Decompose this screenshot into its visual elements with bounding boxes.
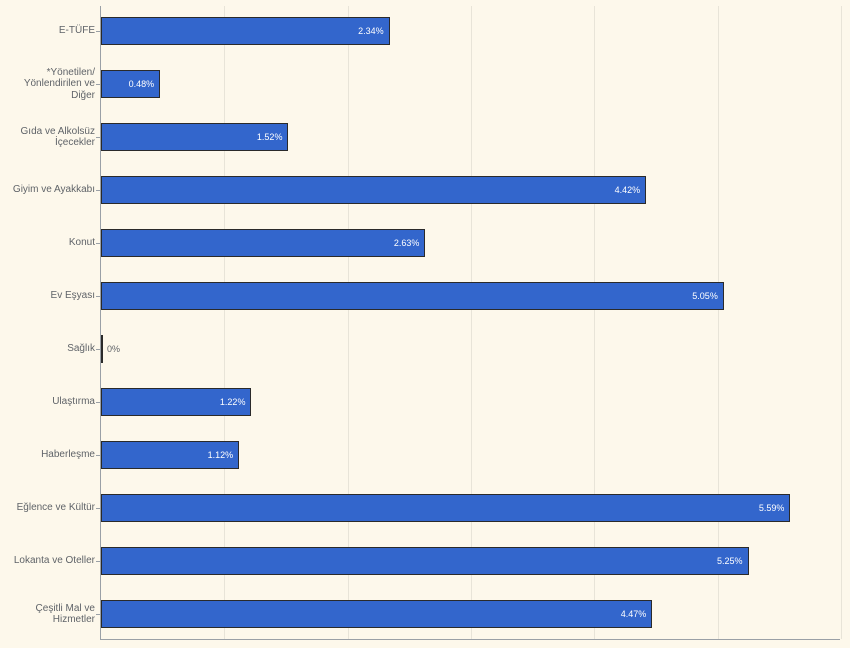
bar-row: Çeşitli Mal ve Hizmetler4.47% [101, 600, 652, 628]
y-tick [96, 137, 101, 138]
y-tick [96, 614, 101, 615]
plot-area: E-TÜFE2.34% *Yönetilen/ Yönlendirilen ve … [100, 6, 840, 640]
bar-row: Lokanta ve Oteller5.25% [101, 547, 749, 575]
value-label: 0% [103, 344, 120, 354]
bar-chart: E-TÜFE2.34%*Yönetilen/ Yönlendirilen ve … [0, 0, 850, 648]
gridline [348, 6, 349, 639]
bar: 0.48% [101, 70, 160, 98]
bar: 2.34% [101, 17, 390, 45]
value-label: 5.25% [717, 556, 748, 566]
bar: 5.59% [101, 494, 790, 522]
y-tick [96, 243, 101, 244]
gridline [471, 6, 472, 639]
category-label: Gıda ve Alkolsüz İçecekler [3, 126, 95, 149]
bar: 1.52% [101, 123, 288, 151]
y-tick [96, 508, 101, 509]
value-label: 2.63% [394, 238, 425, 248]
y-tick [96, 84, 101, 85]
category-label: Sağlık [3, 343, 95, 355]
bar: 1.12% [101, 441, 239, 469]
value-label: 4.42% [615, 185, 646, 195]
bar [101, 335, 103, 363]
y-tick [96, 31, 101, 32]
y-tick [96, 402, 101, 403]
y-tick [96, 190, 101, 191]
category-label: Eğlence ve Kültür [3, 502, 95, 514]
bar-row: Ev Eşyası5.05% [101, 282, 724, 310]
y-tick [96, 296, 101, 297]
bar: 5.25% [101, 547, 749, 575]
bar: 4.47% [101, 600, 652, 628]
category-label: Konut [3, 237, 95, 249]
value-label: 0.48% [129, 79, 160, 89]
bar: 4.42% [101, 176, 646, 204]
value-label: 5.05% [692, 291, 723, 301]
category-label: Ulaştırma [3, 396, 95, 408]
category-label: Giyim ve Ayakkabı [3, 184, 95, 196]
bar: 1.22% [101, 388, 251, 416]
bar-row: Konut2.63% [101, 229, 425, 257]
value-label: 4.47% [621, 609, 652, 619]
value-label: 5.59% [759, 503, 790, 513]
category-label: *Yönetilen/ Yönlendirilen ve Diğer [3, 67, 95, 102]
gridline [594, 6, 595, 639]
y-tick [96, 561, 101, 562]
bar-row: *Yönetilen/ Yönlendirilen ve Diğer0.48% [101, 70, 160, 98]
category-label: Haberleşme [3, 449, 95, 461]
bar-row: Haberleşme1.12% [101, 441, 239, 469]
gridline [224, 6, 225, 639]
y-tick [96, 455, 101, 456]
bar-row: Eğlence ve Kültür5.59% [101, 494, 790, 522]
bar-row: E-TÜFE2.34% [101, 17, 390, 45]
bar: 5.05% [101, 282, 724, 310]
bar-row: Ulaştırma1.22% [101, 388, 251, 416]
y-tick [96, 349, 101, 350]
value-label: 1.12% [208, 450, 239, 460]
category-label: Lokanta ve Oteller [3, 555, 95, 567]
category-label: Ev Eşyası [3, 290, 95, 302]
bar-row: Giyim ve Ayakkabı4.42% [101, 176, 646, 204]
category-label: Çeşitli Mal ve Hizmetler [3, 603, 95, 626]
bar-row: Sağlık0% [101, 335, 120, 363]
gridline [718, 6, 719, 639]
bar: 2.63% [101, 229, 425, 257]
value-label: 2.34% [358, 26, 389, 36]
gridline [841, 6, 842, 639]
value-label: 1.52% [257, 132, 288, 142]
category-label: E-TÜFE [3, 25, 95, 37]
bar-row: Gıda ve Alkolsüz İçecekler1.52% [101, 123, 288, 151]
value-label: 1.22% [220, 397, 251, 407]
